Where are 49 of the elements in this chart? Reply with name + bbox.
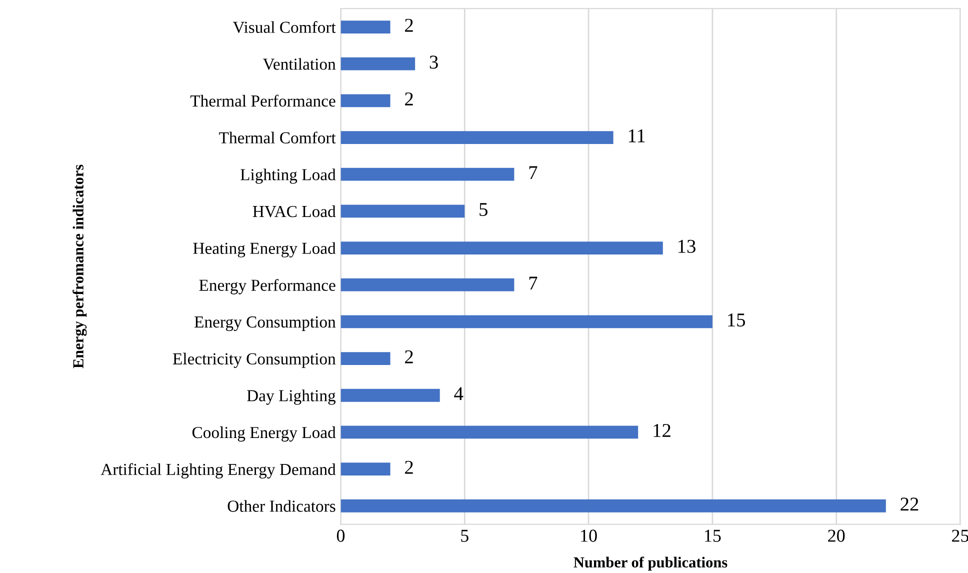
bar <box>340 462 390 476</box>
bar <box>340 242 663 254</box>
data-label: 5 <box>480 203 488 216</box>
data-label: 7 <box>529 166 538 180</box>
bar <box>340 388 440 402</box>
data-label: 2 <box>405 18 413 32</box>
data-label: 7 <box>529 276 538 290</box>
bar <box>340 499 886 512</box>
y-tick-label: Heating Energy Load <box>193 242 336 258</box>
bar <box>340 168 514 181</box>
data-label: 15 <box>728 314 746 327</box>
y-tick-label: Artificial Lighting Energy Demand <box>100 463 336 479</box>
bar <box>340 315 712 328</box>
y-axis-title: Energy perfromance indicators <box>72 164 87 368</box>
y-tick-label: Energy Consumption <box>194 316 336 332</box>
x-tick-label: 5 <box>461 530 468 542</box>
x-tick-label: 20 <box>828 530 845 542</box>
bar <box>340 352 390 365</box>
y-tick-label: Ventilation <box>262 58 336 70</box>
data-label: 12 <box>654 424 670 437</box>
data-label: 22 <box>900 498 918 511</box>
x-axis-title: Number of publications <box>574 556 728 571</box>
bar <box>340 278 514 292</box>
data-label: 2 <box>405 460 413 474</box>
bar <box>340 57 416 70</box>
y-tick-label: Energy Performance <box>199 278 336 294</box>
data-label: 4 <box>454 387 464 400</box>
data-label: 3 <box>430 56 438 69</box>
y-tick-label: Electricity Consumption <box>172 352 336 368</box>
x-tick-label: 15 <box>705 530 721 542</box>
y-tick-label: Other Indicators <box>228 500 336 512</box>
data-label: 11 <box>628 129 645 142</box>
bar <box>340 131 614 144</box>
y-tick-label: Day Lighting <box>247 390 336 405</box>
data-label: 2 <box>405 350 413 364</box>
bar <box>340 20 390 34</box>
data-label: 2 <box>405 92 413 106</box>
x-tick-label: 0 <box>336 530 345 542</box>
bar <box>340 94 390 108</box>
y-tick-label: Thermal Comfort <box>219 132 336 144</box>
y-tick-label: Lighting Load <box>240 168 336 184</box>
bar <box>340 204 465 218</box>
x-tick-label: 10 <box>581 530 597 542</box>
y-tick-label: Thermal Performance <box>190 94 336 107</box>
y-tick-label: Cooling Energy Load <box>192 426 336 442</box>
y-tick-label: HVAC Load <box>252 205 336 218</box>
data-label: 13 <box>678 240 696 253</box>
y-tick-label: Visual Comfort <box>232 21 336 34</box>
bar <box>340 426 638 439</box>
